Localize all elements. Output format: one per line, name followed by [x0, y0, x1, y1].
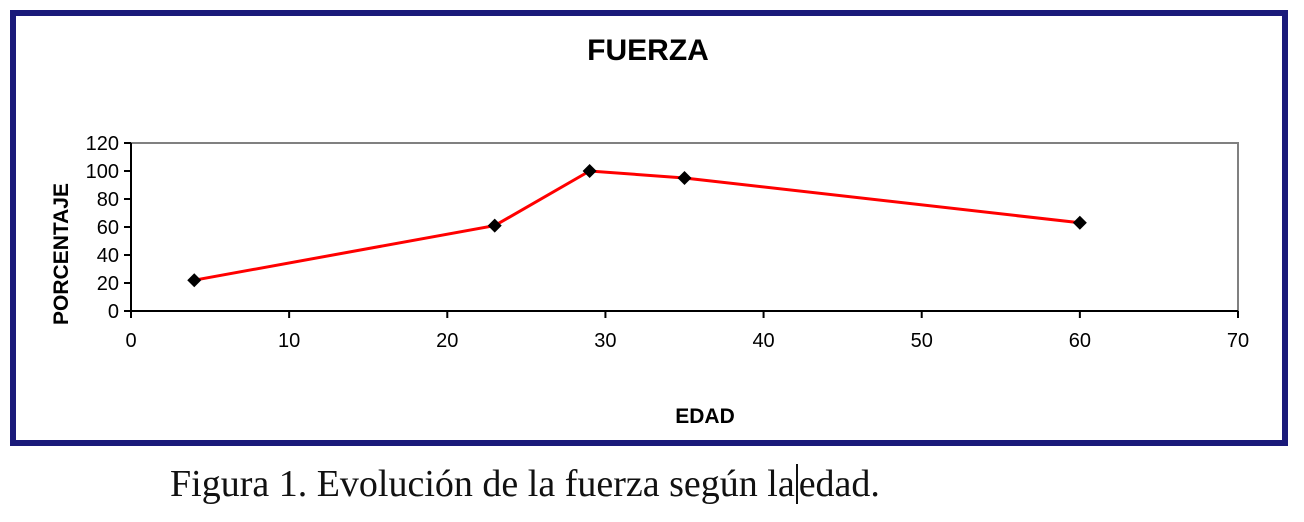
y-tick-label: 80: [97, 189, 119, 211]
x-tick-label: 20: [436, 330, 458, 352]
x-tick-label: 50: [911, 330, 933, 352]
data-point-marker: [1072, 215, 1087, 230]
caption-text-before-cursor: Figura 1. Evolución de la fuerza según l…: [170, 463, 795, 505]
data-point-marker: [677, 171, 692, 185]
series: [187, 164, 1087, 288]
series-line: [193, 169, 1081, 282]
y-tick-label: 60: [97, 217, 119, 239]
x-tick-label: 10: [278, 330, 300, 352]
y-axis-label: PORCENTAJE: [50, 183, 73, 325]
plot-area: [130, 142, 1239, 312]
text-cursor-icon: [795, 464, 798, 504]
line-chart: FUERZA 0 10 20 30 40 50 60 70 0 20 40 60 80 100 120 E…: [50, 34, 1249, 428]
figure-caption: Figura 1. Evolución de la fuerza según l…: [170, 462, 880, 506]
caption-text-after-cursor: edad.: [798, 463, 880, 505]
y-axis: 0 20 40 60 80 100 120: [86, 133, 132, 323]
x-tick-label: 60: [1069, 330, 1091, 352]
y-tick-label: 0: [108, 301, 119, 323]
data-point-marker: [187, 273, 202, 288]
y-tick-label: 40: [97, 245, 119, 267]
x-tick-label: 0: [125, 330, 136, 352]
chart-title: FUERZA: [587, 34, 709, 67]
y-tick-label: 20: [97, 273, 119, 295]
chart-frame: [10, 10, 1288, 446]
x-tick-label: 40: [752, 330, 774, 352]
y-tick-label: 120: [86, 133, 119, 155]
x-tick-label: 70: [1227, 330, 1249, 352]
x-axis: 0 10 20 30 40 50 60 70: [125, 310, 1249, 352]
data-point-marker: [582, 164, 597, 178]
y-tick-label: 100: [86, 161, 119, 183]
x-tick-label: 30: [594, 330, 616, 352]
data-point-marker: [487, 218, 502, 233]
x-axis-label: EDAD: [675, 405, 735, 428]
